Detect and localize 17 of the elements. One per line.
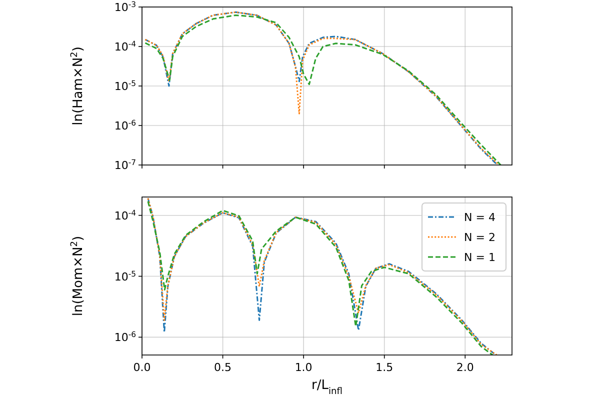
y-tick-label: 10$^{-4}$ bbox=[114, 208, 136, 222]
x-tick-label: 2.0 bbox=[456, 361, 474, 374]
legend-label: N = 1 bbox=[464, 251, 496, 264]
y-tick-label: 10$^{-6}$ bbox=[114, 118, 136, 132]
y-tick-label: 10$^{-5}$ bbox=[114, 268, 136, 284]
x-tick-label: 1.0 bbox=[294, 361, 312, 374]
y-tick-label: 10$^{-6}$ bbox=[114, 330, 136, 344]
x-tick-label: 0.5 bbox=[214, 361, 232, 374]
legend-label: N = 2 bbox=[464, 231, 496, 244]
y-tick-label: 10$^{-7}$ bbox=[114, 158, 136, 172]
legend-label: N = 4 bbox=[464, 211, 496, 224]
x-axis-title: r/L$_{infl}$ bbox=[312, 378, 342, 397]
y-tick-label: 10$^{-3}$ bbox=[114, 0, 136, 14]
y-tick-label: 10$^{-5}$ bbox=[114, 78, 136, 93]
x-tick-label: 1.5 bbox=[376, 361, 394, 374]
y-tick-label: 10$^{-4}$ bbox=[114, 39, 136, 54]
x-tick-label: 0.0 bbox=[133, 361, 151, 374]
